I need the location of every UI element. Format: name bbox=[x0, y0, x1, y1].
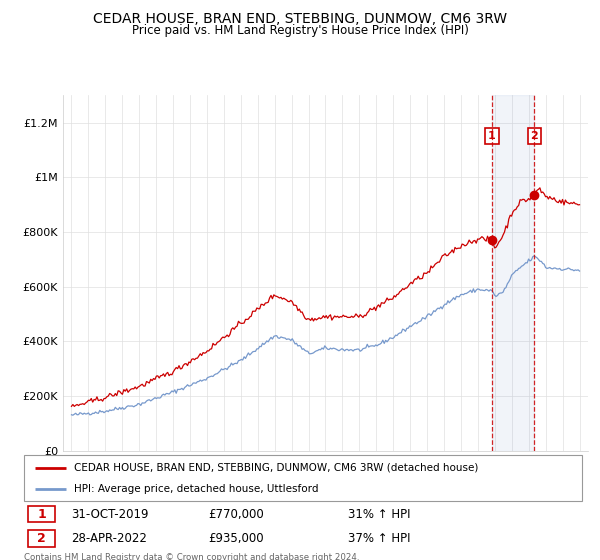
Text: CEDAR HOUSE, BRAN END, STEBBING, DUNMOW, CM6 3RW: CEDAR HOUSE, BRAN END, STEBBING, DUNMOW,… bbox=[93, 12, 507, 26]
Text: £770,000: £770,000 bbox=[208, 507, 264, 521]
Text: 1: 1 bbox=[37, 507, 46, 521]
Text: 1: 1 bbox=[488, 131, 496, 141]
Text: £935,000: £935,000 bbox=[208, 532, 264, 545]
Text: CEDAR HOUSE, BRAN END, STEBBING, DUNMOW, CM6 3RW (detached house): CEDAR HOUSE, BRAN END, STEBBING, DUNMOW,… bbox=[74, 463, 479, 473]
Text: Contains HM Land Registry data © Crown copyright and database right 2024.
This d: Contains HM Land Registry data © Crown c… bbox=[24, 553, 359, 560]
Text: 2: 2 bbox=[37, 532, 46, 545]
Text: 31% ↑ HPI: 31% ↑ HPI bbox=[347, 507, 410, 521]
Text: 2: 2 bbox=[530, 131, 538, 141]
FancyBboxPatch shape bbox=[24, 455, 582, 501]
FancyBboxPatch shape bbox=[28, 506, 55, 522]
Text: 31-OCT-2019: 31-OCT-2019 bbox=[71, 507, 149, 521]
Text: 37% ↑ HPI: 37% ↑ HPI bbox=[347, 532, 410, 545]
Text: Price paid vs. HM Land Registry's House Price Index (HPI): Price paid vs. HM Land Registry's House … bbox=[131, 24, 469, 36]
Text: 28-APR-2022: 28-APR-2022 bbox=[71, 532, 148, 545]
FancyBboxPatch shape bbox=[28, 530, 55, 547]
Text: HPI: Average price, detached house, Uttlesford: HPI: Average price, detached house, Uttl… bbox=[74, 484, 319, 494]
Bar bbox=[492, 95, 535, 451]
